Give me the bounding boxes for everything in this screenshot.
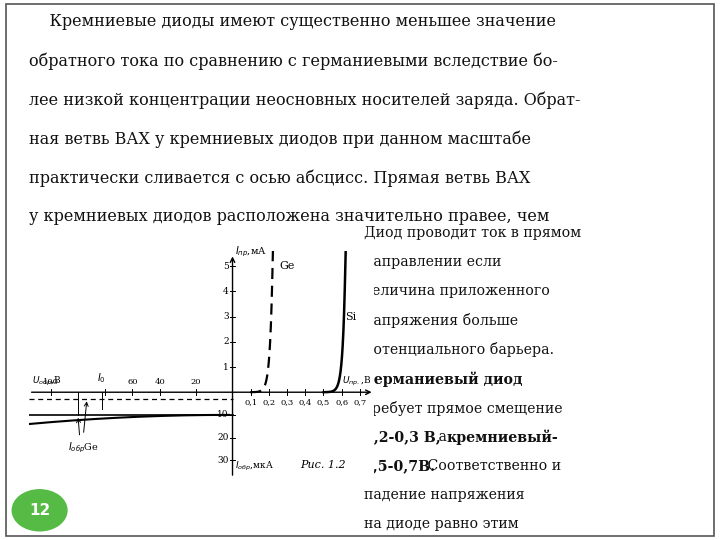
Text: 5: 5 [223, 262, 229, 271]
Text: $U_{пр.}$,В: $U_{пр.}$,В [341, 375, 371, 388]
Text: 10: 10 [217, 410, 229, 420]
Text: 4: 4 [223, 287, 229, 296]
Text: напряжения больше: напряжения больше [364, 313, 518, 328]
Text: практически сливается с осью абсцисс. Прямая ветвь ВАХ: практически сливается с осью абсцисс. Пр… [29, 169, 530, 186]
Text: $I_0$: $I_0$ [97, 371, 106, 384]
Text: 100: 100 [42, 378, 58, 386]
Text: у кремниевых диодов расположена значительно правее, чем: у кремниевых диодов расположена значител… [29, 208, 549, 225]
Text: Si: Si [346, 312, 356, 322]
Text: $I_{обр}$Ge: $I_{обр}$Ge [68, 441, 99, 455]
Text: ная ветвь ВАХ у кремниевых диодов при данном масштабе: ная ветвь ВАХ у кремниевых диодов при да… [29, 130, 531, 147]
Text: $I_{пр}$,мА: $I_{пр}$,мА [235, 244, 267, 259]
Text: потенциального барьера.: потенциального барьера. [364, 342, 554, 357]
Text: $U_{обр}$,В: $U_{обр}$,В [32, 375, 62, 388]
Text: на диоде равно этим: на диоде равно этим [364, 517, 518, 531]
Text: 12: 12 [29, 503, 50, 518]
Text: 0,2: 0,2 [262, 399, 276, 407]
Text: направлении если: направлении если [364, 255, 501, 269]
Text: 0,1: 0,1 [244, 399, 257, 407]
Text: Германиевый диод: Германиевый диод [364, 372, 522, 387]
Text: 1: 1 [223, 362, 229, 372]
Text: 0,2-0,3 В,: 0,2-0,3 В, [364, 430, 441, 444]
Text: 20: 20 [217, 433, 229, 442]
Text: у германиевых.: у германиевых. [29, 247, 161, 264]
Text: 0,7: 0,7 [354, 399, 366, 407]
Text: лее низкой концентрации неосновных носителей заряда. Обрат-: лее низкой концентрации неосновных носит… [29, 91, 580, 109]
Text: 0,3: 0,3 [281, 399, 294, 407]
Text: $I_{обр}$,мкА: $I_{обр}$,мкА [235, 460, 274, 473]
Text: кремниевый-: кремниевый- [446, 430, 558, 446]
Text: величина приложенного: величина приложенного [364, 284, 549, 298]
Text: 20: 20 [191, 378, 202, 386]
Text: 0,5: 0,5 [317, 399, 330, 407]
Text: Ge: Ge [280, 261, 295, 271]
Text: а: а [434, 430, 451, 444]
Text: падение напряжения: падение напряжения [364, 488, 524, 502]
Text: 30: 30 [217, 456, 229, 465]
Text: 40: 40 [154, 378, 165, 386]
Text: 0,5-0,7В.: 0,5-0,7В. [364, 459, 436, 473]
Text: Кремниевые диоды имеют существенно меньшее значение: Кремниевые диоды имеют существенно меньш… [29, 14, 556, 30]
Text: 3: 3 [223, 312, 229, 321]
Text: 0,4: 0,4 [299, 399, 312, 407]
Text: 0,6: 0,6 [335, 399, 348, 407]
Text: обратного тока по сравнению с германиевыми вследствие бо-: обратного тока по сравнению с германиевы… [29, 52, 558, 70]
Text: Соответственно и: Соответственно и [423, 459, 561, 473]
Text: Диод проводит ток в прямом: Диод проводит ток в прямом [364, 226, 581, 240]
Text: 2: 2 [223, 338, 229, 346]
Text: требует прямое смещение: требует прямое смещение [364, 401, 562, 416]
Text: Рис. 1.2: Рис. 1.2 [301, 460, 346, 470]
Text: 60: 60 [127, 378, 138, 386]
